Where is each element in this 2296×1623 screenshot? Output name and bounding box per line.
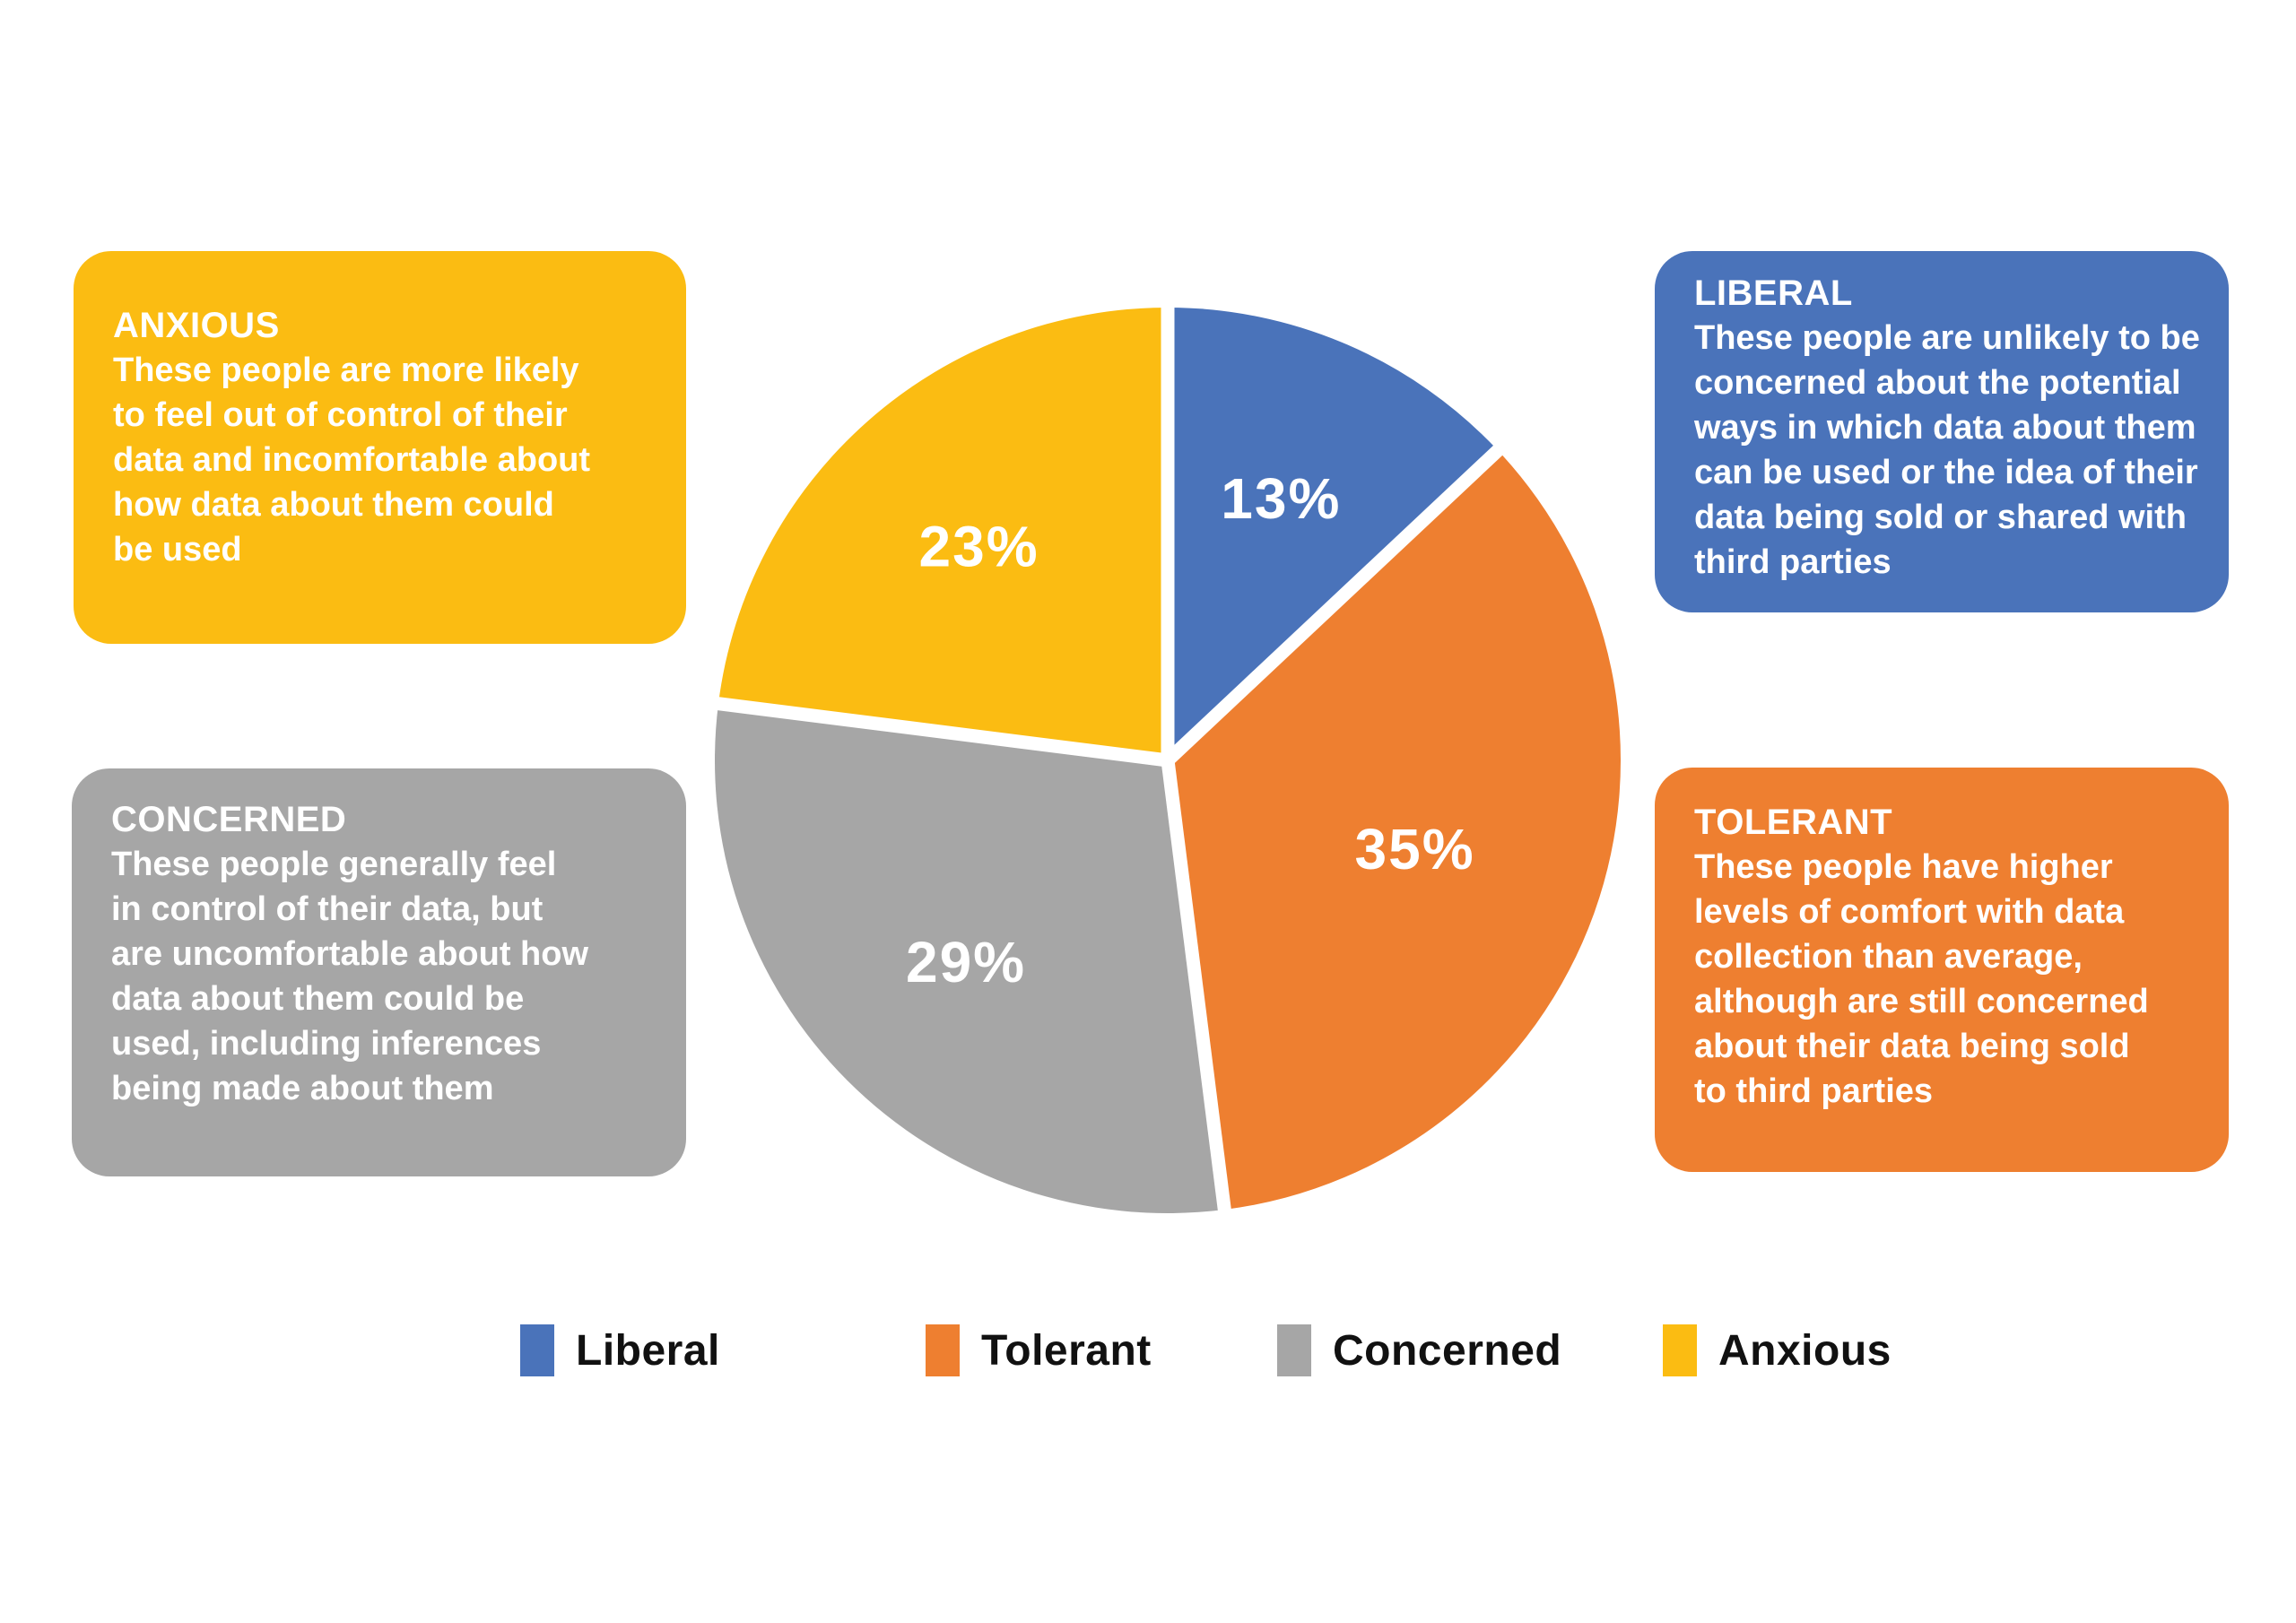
legend-swatch-concerned xyxy=(1277,1324,1311,1376)
pie-slice-liberal xyxy=(1168,308,1499,760)
legend-label-liberal: Liberal xyxy=(576,1326,720,1375)
callout-anxious-body: These people are more likely to feel out… xyxy=(113,352,591,568)
callout-tolerant-title: TOLERANT xyxy=(1694,803,1893,842)
pie-slice-label-concerned: 29% xyxy=(906,930,1026,994)
chart-legend: Liberal Tolerant Concerned Anxious xyxy=(0,1324,2296,1379)
legend-label-anxious: Anxious xyxy=(1718,1326,1892,1375)
callout-liberal-title: LIBERAL xyxy=(1694,273,1853,313)
callout-concerned: CONCERNED These people generally feel in… xyxy=(72,768,686,1176)
callout-anxious-title: ANXIOUS xyxy=(113,306,280,345)
pie-chart-container: 13% 35% 29% 23% xyxy=(709,301,1627,1219)
callout-liberal-body: These people are unlikely to be concerne… xyxy=(1694,319,2200,581)
callout-concerned-title: CONCERNED xyxy=(111,800,347,839)
pie-slice-label-tolerant: 35% xyxy=(1355,817,1475,881)
pie-slice-separator xyxy=(709,696,1169,768)
legend-label-concerned: Concerned xyxy=(1333,1326,1562,1375)
callout-tolerant-body: These people have higher levels of comfo… xyxy=(1694,848,2149,1110)
callout-tolerant: TOLERANT These people have higher levels… xyxy=(1655,768,2229,1172)
legend-item-tolerant: Tolerant xyxy=(926,1324,1152,1377)
pie-slice-tolerant xyxy=(1168,450,1622,1211)
callout-anxious: ANXIOUS These people are more likely to … xyxy=(74,251,686,644)
pie-slice-label-anxious: 23% xyxy=(919,514,1039,578)
legend-swatch-anxious xyxy=(1663,1324,1697,1376)
callout-liberal: LIBERAL These people are unlikely to be … xyxy=(1655,251,2229,612)
pie-chart: 13% 35% 29% 23% xyxy=(709,301,1622,1219)
pie-slice-label-liberal: 13% xyxy=(1221,466,1341,531)
pie-slice-separator xyxy=(1161,759,1232,1219)
pie-slice-anxious xyxy=(718,308,1168,760)
legend-item-liberal: Liberal xyxy=(520,1324,720,1377)
legend-swatch-tolerant xyxy=(926,1324,960,1376)
legend-label-tolerant: Tolerant xyxy=(981,1326,1152,1375)
legend-item-anxious: Anxious xyxy=(1663,1324,1892,1377)
callout-concerned-body: These people generally feel in control o… xyxy=(111,846,589,1107)
pie-slice-separator xyxy=(1162,438,1509,766)
legend-item-concerned: Concerned xyxy=(1277,1324,1561,1377)
pie-slice-concerned xyxy=(715,703,1225,1213)
legend-swatch-liberal xyxy=(520,1324,554,1376)
